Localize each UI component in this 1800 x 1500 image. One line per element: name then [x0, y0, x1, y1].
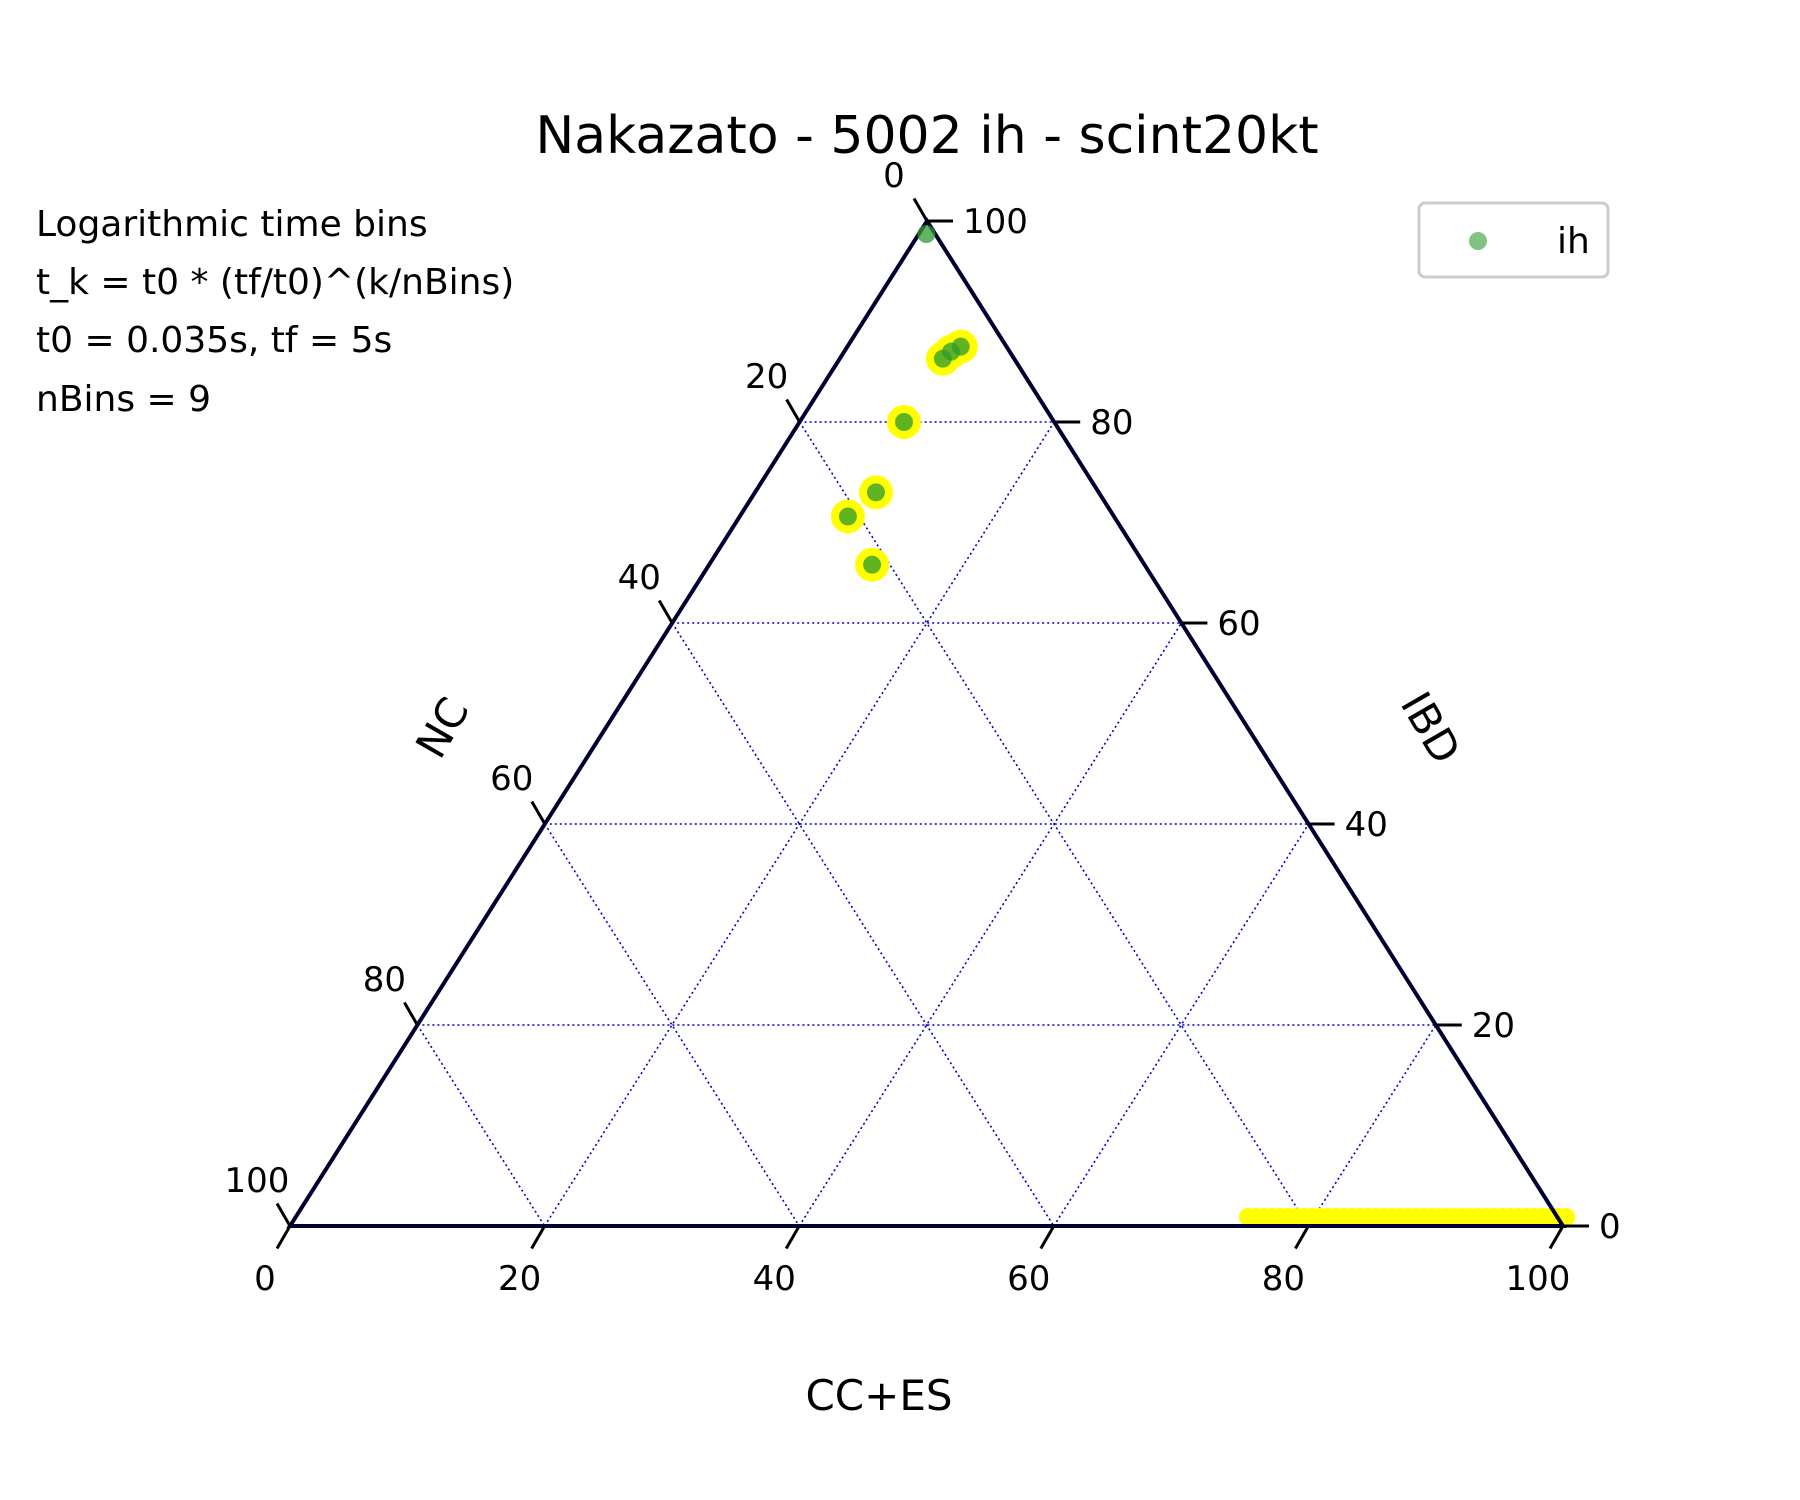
left-tick-100 [275, 1202, 292, 1227]
data-point-7 [863, 555, 882, 574]
tick-layer: 0 0 0 20 20 20 40 40 40 60 60 60 80 80 80 100 100 100 [225, 156, 1621, 1299]
bottom-tick-100 [1548, 1225, 1565, 1250]
left-tick-label-40: 40 [618, 558, 661, 598]
annotation-block: Logarithmic time bins t_k = t0 * (tf/t0)… [36, 204, 514, 420]
left-tick-80 [403, 1001, 419, 1026]
left-tick-60 [530, 800, 547, 825]
bottom-tick-0 [275, 1225, 292, 1250]
data-point-3 [933, 349, 952, 368]
data-point-6 [838, 507, 857, 526]
bottom-tick-40 [784, 1225, 801, 1250]
annotation-line-4: nBins = 9 [36, 379, 211, 420]
left-tick-40 [657, 599, 674, 624]
data-point-4 [894, 413, 913, 431]
right-axis-title: IBD [1391, 684, 1470, 772]
right-tick-label-80: 80 [1090, 403, 1133, 443]
grid-line-ccs-80 [1307, 1024, 1437, 1227]
data-point-0 [917, 225, 936, 244]
bottom-tick-label-80: 80 [1262, 1259, 1305, 1299]
grid-line-ccs-40 [798, 622, 1183, 1227]
bottom-tick-20 [530, 1225, 546, 1250]
bottom-axis-title: CC+ES [805, 1371, 952, 1420]
uncertainty-layer [830, 329, 1576, 1226]
right-tick-label-0: 0 [1599, 1207, 1621, 1247]
point-layer [838, 225, 970, 574]
annotation-line-1: Logarithmic time bins [36, 204, 428, 245]
bottom-tick-60 [1039, 1225, 1056, 1250]
right-tick-label-100: 100 [963, 202, 1028, 242]
right-tick-label-60: 60 [1217, 604, 1260, 644]
bottom-tick-label-20: 20 [498, 1259, 541, 1299]
left-tick-label-20: 20 [745, 357, 788, 397]
chart-title: Nakazato - 5002 ih - scint20kt [535, 106, 1318, 166]
bottom-tick-label-100: 100 [1506, 1259, 1571, 1299]
data-point-5 [866, 483, 885, 502]
triangle-outline [286, 217, 1567, 1228]
grid-line-nc-40 [671, 622, 1055, 1227]
annotation-line-3: t0 = 0.035s, tf = 5s [36, 320, 392, 361]
right-tick-label-20: 20 [1472, 1006, 1515, 1046]
left-tick-label-80: 80 [363, 960, 406, 1000]
legend-marker-ih [1469, 232, 1487, 250]
bottom-tick-label-40: 40 [753, 1259, 796, 1299]
grid-layer [416, 421, 1437, 1227]
grid-line-nc-60 [544, 823, 800, 1227]
right-tick-label-40: 40 [1345, 805, 1388, 845]
bottom-tick-label-0: 0 [254, 1259, 276, 1299]
grid-line-nc-80 [416, 1024, 546, 1227]
left-tick-label-0: 0 [883, 156, 905, 196]
bottom-tick-80 [1294, 1225, 1310, 1250]
left-tick-label-100: 100 [225, 1161, 290, 1201]
triangle-frame [286, 217, 1567, 1228]
left-tick-0 [912, 197, 929, 222]
left-axis-title: NC [406, 689, 479, 766]
left-tick-20 [785, 398, 801, 423]
legend-label-ih: ih [1557, 221, 1590, 262]
legend-box [1417, 201, 1610, 279]
legend: ih [1417, 201, 1610, 279]
grid-line-ccs-20 [543, 421, 1055, 1227]
grid-line-ccs-60 [1053, 823, 1310, 1227]
left-tick-label-60: 60 [490, 759, 533, 799]
bottom-tick-label-60: 60 [1007, 1259, 1050, 1299]
annotation-line-2: t_k = t0 * (tf/t0)^(k/nBins) [36, 262, 514, 303]
